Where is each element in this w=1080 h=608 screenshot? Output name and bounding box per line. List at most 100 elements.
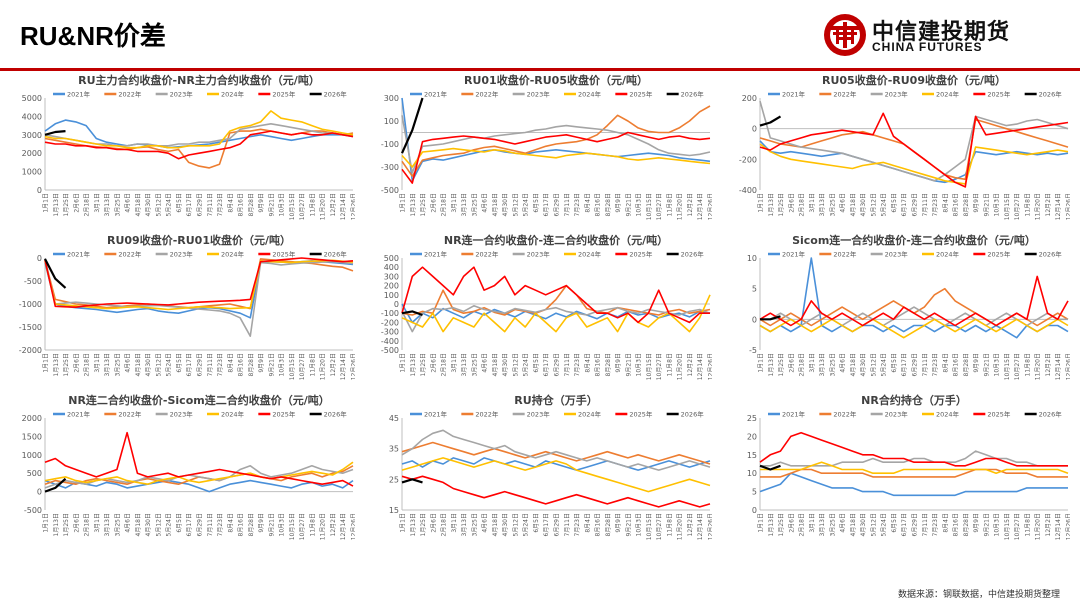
x-tick-label: 3月13日	[819, 513, 826, 536]
x-tick-label: 12月26日	[708, 193, 713, 220]
y-tick-label: -500	[381, 186, 399, 195]
chart-svg: NR连二合约收盘价-Sicom连二合约收盘价（元/吨）2021年 2022年 202…	[22, 393, 355, 540]
x-tick-label: 8月28日	[963, 353, 970, 376]
x-tick-label: 10月15日	[1004, 193, 1011, 220]
x-tick-label: 9月9日	[258, 353, 265, 373]
x-tick-label: 1月13日	[410, 353, 417, 376]
x-tick-label: 4月18日	[492, 193, 499, 216]
x-tick-label: 8月16日	[595, 353, 602, 376]
x-tick-label: 7月23日	[932, 193, 939, 216]
y-tick-label: -300	[381, 163, 399, 172]
y-tick-label: 10	[747, 254, 757, 263]
x-tick-label: 8月16日	[595, 193, 602, 216]
legend-label: 2023年	[885, 410, 909, 419]
series-line-2024	[759, 318, 1069, 339]
chart-legend: 2021年 2022年 2023年 2024年 2025年 2026年	[53, 410, 347, 419]
x-tick-label: 1月13日	[768, 513, 775, 536]
x-tick-label: 9月9日	[258, 513, 265, 533]
legend-label: 2024年	[936, 250, 960, 259]
series-line-2023	[760, 450, 1068, 467]
y-tick-label: 0	[752, 506, 757, 515]
x-tick-label: 5月12日	[870, 353, 877, 376]
x-tick-label: 1月1日	[758, 353, 765, 373]
chart-title: RU主力合约收盘价-NR主力合约收盘价（元/吨）	[78, 73, 320, 87]
series-line-2025	[44, 431, 354, 487]
x-tick-label: 1月1日	[758, 513, 765, 533]
x-tick-label: 2月6日	[430, 353, 437, 373]
x-tick-label: 3月1日	[809, 513, 816, 533]
x-tick-label: 8月28日	[963, 193, 970, 216]
x-tick-label: 6月29日	[554, 353, 561, 376]
x-tick-label: 9月9日	[973, 513, 980, 533]
x-tick-label: 12月14日	[1055, 353, 1062, 380]
legend-label: 2022年	[833, 250, 857, 259]
y-tick-label: 25	[389, 475, 399, 484]
legend-label: 2025年	[987, 250, 1011, 259]
x-tick-label: 12月2日	[1045, 513, 1052, 536]
x-tick-label: 1月25日	[778, 353, 785, 376]
x-tick-label: 8月4日	[942, 353, 949, 373]
x-tick-label: 1月1日	[400, 193, 407, 213]
y-tick-label: -300	[381, 328, 399, 337]
x-tick-label: 1月1日	[43, 193, 50, 213]
x-tick-label: 5月12日	[512, 513, 519, 536]
x-tick-label: 2月6日	[430, 513, 437, 533]
x-tick-label: 9月9日	[615, 513, 622, 533]
x-tick-label: 6月17日	[901, 513, 908, 536]
x-tick-label: 3月25日	[114, 513, 121, 536]
chart-title: RU01收盘价-RU05收盘价（元/吨）	[464, 73, 648, 87]
x-tick-label: 10月3日	[279, 353, 286, 376]
x-tick-label: 12月14日	[340, 353, 347, 380]
x-tick-label: 8月16日	[238, 193, 245, 216]
x-tick-label: 9月21日	[268, 193, 275, 216]
x-tick-label: 9月9日	[973, 353, 980, 373]
series-line-2026	[44, 258, 67, 289]
chart-legend: 2021年 2022年 2023年 2024年 2025年 2026年	[768, 410, 1062, 419]
y-tick-label: -1000	[19, 300, 42, 309]
chart-panel-ru-nr-main-spread: RU主力合约收盘价-NR主力合约收盘价（元/吨） 2021年 2022年 2023年 2…	[5, 72, 355, 236]
x-tick-label: 3月1日	[809, 353, 816, 373]
x-tick-label: 10月27日	[656, 193, 663, 220]
x-tick-label: 5月12日	[155, 513, 162, 536]
x-tick-label: 6月17日	[901, 193, 908, 216]
x-tick-label: 8月4日	[227, 193, 234, 213]
x-tick-label: 10月27日	[299, 513, 306, 540]
legend-label: 2026年	[681, 250, 705, 259]
chart-title: NR合约持仓（万手）	[861, 393, 967, 407]
x-tick-label: 10月15日	[1004, 353, 1011, 380]
x-tick-label: 6月29日	[197, 193, 204, 216]
chart-panel-sicom-c1-c2: Sicom连一合约收盘价-连二合约收盘价（元/吨） 2021年 2022年 2023年…	[720, 232, 1070, 396]
x-tick-label: 4月6日	[125, 193, 132, 213]
x-tick-label: 4月30日	[502, 513, 509, 536]
y-tick-label: 500	[27, 469, 42, 478]
x-tick-label: 3月13日	[461, 193, 468, 216]
x-tick-label: 2月18日	[799, 513, 806, 536]
x-tick-label: 8月4日	[584, 353, 591, 373]
x-tick-label: 3月25日	[829, 193, 836, 216]
x-tick-label: 4月30日	[145, 193, 152, 216]
x-tick-label: 5月12日	[512, 193, 519, 216]
x-tick-label: 11月20日	[1035, 193, 1042, 220]
legend-label: 2021年	[67, 250, 91, 259]
x-tick-label: 2月6日	[788, 513, 795, 533]
x-tick-label: 1月25日	[420, 193, 427, 216]
y-tick-label: 0	[752, 125, 757, 134]
x-tick-label: 5月12日	[155, 193, 162, 216]
legend-label: 2024年	[578, 250, 602, 259]
legend-label: 2023年	[170, 410, 194, 419]
chart-title: RU09收盘价-RU01收盘价（元/吨）	[107, 233, 291, 247]
x-tick-label: 11月8日	[309, 513, 316, 536]
x-tick-label: 6月29日	[554, 193, 561, 216]
x-tick-label: 11月20日	[677, 513, 684, 540]
series-line-2024	[44, 259, 354, 311]
x-tick-label: 5月24日	[166, 513, 173, 536]
x-tick-label: 3月13日	[819, 193, 826, 216]
x-tick-label: 12月26日	[708, 353, 713, 380]
y-tick-label: -2000	[19, 346, 42, 355]
series-line-2023	[44, 258, 354, 337]
x-tick-label: 7月23日	[574, 353, 581, 376]
x-tick-label: 6月29日	[912, 193, 919, 216]
series-line-2025	[759, 112, 1069, 188]
x-tick-label: 3月25日	[829, 353, 836, 376]
x-tick-label: 8月4日	[227, 353, 234, 373]
